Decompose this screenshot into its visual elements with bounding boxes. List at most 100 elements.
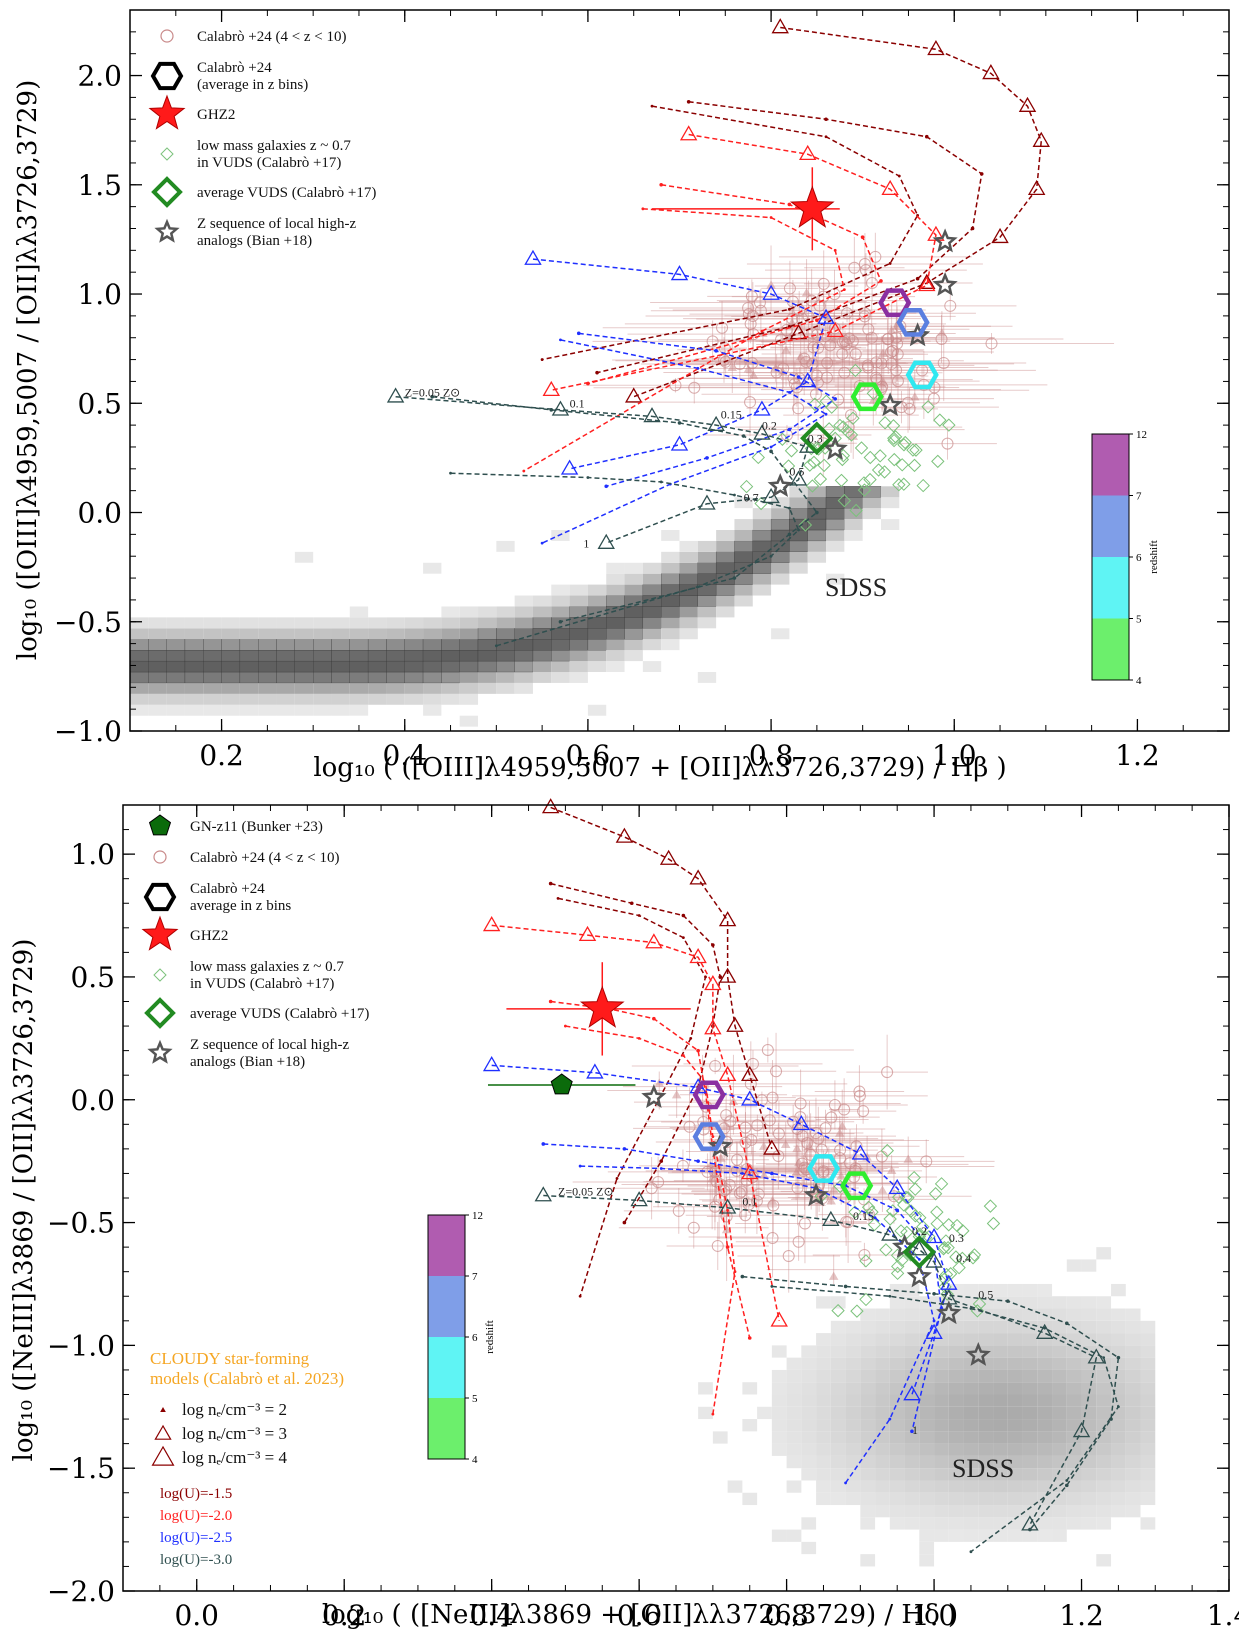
sdss-cell [642,606,662,618]
metallicity-label: 0.15 [853,1209,874,1223]
sdss-cell [221,671,241,684]
hexagon-average [806,1154,841,1183]
vuds-point [892,478,906,492]
sdss-cell [569,595,588,607]
sdss-cell [816,1468,831,1481]
sdss-cell [441,650,460,662]
sdss-cell [963,1333,979,1346]
sdss-cell [496,540,515,552]
sdss-cell [1096,1443,1112,1456]
sdss-cell [697,595,717,607]
colorbar-tick-label: 6 [1136,552,1142,564]
sdss-cell [1140,1468,1156,1481]
sdss-cell [801,1517,817,1530]
calabro-point [754,304,767,317]
vuds-point [846,411,860,425]
calabro-point [859,264,872,277]
model-point [704,1019,722,1035]
sdss-cell [1125,1357,1141,1370]
calabro-point [887,1190,900,1203]
metallicity-label: 0.3 [808,432,823,446]
sdss-cell [978,1480,994,1493]
x-tick-label: 0.8 [764,1599,809,1632]
metallicity-label: 0.1 [742,1194,757,1208]
model-track [550,1000,751,1339]
vuds-point [813,472,828,486]
x-tick-label: 0.6 [617,1599,662,1632]
density-label: log nₑ/cm⁻³ = 2 [182,1400,287,1419]
calabro-point [652,1176,665,1189]
sdss-cell [624,650,643,662]
legend-label: Calabrò +24 (4 < z < 10) [197,29,347,45]
vuds-point [956,1224,970,1238]
sdss-cell [679,551,698,563]
colorbar-tick-label: 6 [472,1332,478,1344]
sdss-cell [258,693,277,705]
calabro-limit-arrow [792,1143,802,1153]
sdss-cell [993,1406,1008,1420]
sdss-cell [904,1517,920,1530]
sdss-cell [1140,1455,1156,1469]
sdss-cell [1096,1357,1112,1370]
sdss-cell [1007,1357,1023,1370]
sdss-cell [1066,1296,1082,1309]
sdss-cell [771,628,790,640]
sdss-cell [963,1468,979,1481]
sdss-cell [963,1308,979,1321]
sdss-cell [993,1443,1008,1456]
model-point [762,284,780,300]
bian-star [936,1300,962,1325]
sdss-cell [496,617,515,629]
sdss-cell [404,650,424,662]
sdss-cell [1081,1333,1097,1346]
sdss-cell [1007,1308,1023,1321]
sdss-cell [514,595,533,607]
calabro-point [843,1157,856,1170]
sdss-cell [875,1492,890,1506]
sdss-cell [789,562,808,574]
sdss-cell [130,617,149,629]
sdss-cell [551,639,570,651]
top-sdss-density [129,486,900,727]
top-y-axis-title: log₁₀ ([OIII]λ4959,5007 / [OII]λλ3726,37… [13,80,43,661]
model-track [580,1165,935,1484]
calabro-point [809,1126,822,1139]
sdss-cell [1022,1345,1038,1358]
model-point [787,427,792,432]
sdss-cell [1096,1345,1112,1358]
vuds-point [966,1251,980,1265]
model-point [681,936,685,940]
sdss-cell [679,617,698,629]
sdss-cell [904,1431,920,1444]
sdss-cell [1007,1283,1023,1297]
model-point [910,1429,914,1434]
sdss-cell [294,693,314,705]
model-track [543,1194,1098,1526]
sdss-cell [786,1443,802,1456]
sdss-cell [276,704,295,716]
sdss-cell [1081,1455,1097,1469]
sdss-cell [807,529,827,542]
sdss-cell [786,1480,802,1493]
sdss-cell [1125,1320,1141,1334]
sdss-cell [1007,1406,1023,1420]
model-point [763,1139,781,1155]
calabro-point [724,1115,737,1128]
vuds-point [887,433,901,448]
sdss-cell [734,497,753,509]
calabro-point [838,366,851,379]
sdss-cell [130,704,149,716]
model-point [696,585,700,589]
sdss-cell [771,1419,787,1432]
sdss-cell [569,672,588,683]
sdss-cell [845,1431,861,1444]
sdss-cell [239,617,259,629]
model-point [540,541,544,545]
sdss-cell [816,1369,831,1383]
model-point [787,532,792,537]
model-point [881,179,899,196]
sdss-cell [1007,1333,1023,1346]
sdss-cell [331,704,350,716]
calabro-limit-arrow [834,1128,845,1137]
